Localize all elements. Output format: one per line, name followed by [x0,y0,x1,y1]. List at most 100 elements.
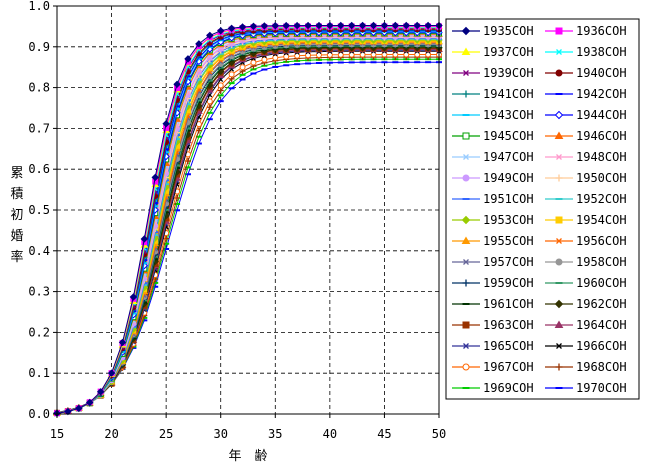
legend-label: 1935COH [483,24,534,38]
series-line [56,45,439,414]
y-tick-label: 0.9 [28,40,50,54]
legend-label: 1954COH [576,213,627,227]
y-axis-ticks: 0.0 0.1 0.2 0.3 0.4 0.5 0.6 0.7 0.8 0.9 1.0 [28,0,57,421]
series-line [56,58,439,413]
series-line [56,27,439,414]
series-line [56,50,439,414]
series-1967COH [54,51,442,416]
x-tick-label: 40 [323,427,337,441]
legend-item-1960COH: 1960COH [545,276,627,290]
series-1965COH [54,47,442,416]
legend-label: 1947COH [483,150,534,164]
legend-item-1966COH: 1966COH [545,339,627,353]
legend-marker [555,27,563,35]
y-tick-label: 0.2 [28,325,50,339]
legend-item-1942COH: 1942COH [545,87,627,101]
data-point [162,119,170,128]
data-point [402,21,410,30]
legend-item-1956COH: 1956COH [545,234,627,248]
legend-marker [556,238,562,244]
y-tick-label: 0.3 [28,285,50,299]
y-axis-label-char: 累 [10,166,23,181]
legend-marker [555,69,563,77]
data-point [261,56,268,63]
legend-marker [462,321,470,329]
series-1947COH [54,32,442,416]
series-1951COH [54,37,442,415]
series-1940COH [54,26,442,417]
legend-label: 1942COH [576,87,627,101]
data-point [217,87,224,94]
legend-marker [555,363,563,371]
legend-marker [461,26,471,36]
legend-marker [462,363,470,371]
data-point [380,21,389,30]
legend: 1935COH 1936COH 1937COH 1938COH 1939COH 1940C… [445,18,640,400]
legend-label: 1937COH [483,45,534,59]
data-point [239,64,246,71]
data-point [86,398,94,407]
legend-item-1955COH: 1955COH [452,234,534,248]
series-1953COH [53,36,443,417]
legend-item-1951COH: 1951COH [452,192,534,206]
x-axis-ticks: 15 20 25 30 35 40 45 50 [50,414,446,441]
data-point [424,21,432,30]
legend-marker [555,216,563,224]
data-point [206,98,213,105]
series-1954COH [54,37,442,416]
data-point [413,21,421,30]
legend-marker [556,49,562,55]
legend-marker [556,154,562,160]
series-line [56,28,439,414]
series-1950COH [54,34,442,417]
y-axis-label-char: 婚 [10,229,23,244]
series-line [56,32,439,414]
data-point [249,22,258,30]
series-1943COH [54,30,442,415]
data-point [195,40,203,48]
data-point [173,80,181,88]
data-point [260,22,269,30]
legend-marker [463,259,469,265]
legend-item-1958COH: 1958COH [545,255,627,269]
data-point [206,104,213,111]
data-point [129,293,138,301]
legend-box [445,18,640,400]
data-point [315,52,322,59]
legend-item-1961COH: 1961COH [452,297,534,311]
legend-item-1949COH: 1949COH [452,171,534,185]
y-tick-label: 0.1 [28,366,50,380]
series-line [56,40,439,414]
x-axis-label: 年 齢 [228,449,267,464]
grid [57,6,439,414]
series-line [56,33,439,414]
legend-label: 1963COH [483,318,534,332]
legend-item-1947COH: 1947COH [452,150,534,164]
series-line [56,49,439,414]
legend-label: 1955COH [483,234,534,248]
legend-item-1959COH: 1959COH [452,276,534,290]
legend-marker [461,236,471,244]
x-tick-label: 25 [159,427,173,441]
legend-label: 1938COH [576,45,627,59]
series-1941COH [54,27,442,417]
data-point [217,27,225,35]
legend-item-1970COH: 1970COH [545,381,627,395]
legend-item-1945COH: 1945COH [452,129,534,143]
series-line [56,27,439,414]
series-1955COH [53,37,443,416]
series-1935COH [53,21,443,417]
series-1957COH [54,40,442,416]
data-point [96,388,105,396]
legend-label: 1964COH [576,318,627,332]
data-point [347,21,356,30]
series-1970COH [54,61,442,414]
legend-label: 1970COH [576,381,627,395]
legend-marker [462,174,470,182]
legend-label: 1946COH [576,129,627,143]
legend-item-1937COH: 1937COH [452,45,534,59]
legend-item-1950COH: 1950COH [545,171,627,185]
x-tick-label: 20 [104,427,118,441]
legend-label: 1959COH [483,276,534,290]
